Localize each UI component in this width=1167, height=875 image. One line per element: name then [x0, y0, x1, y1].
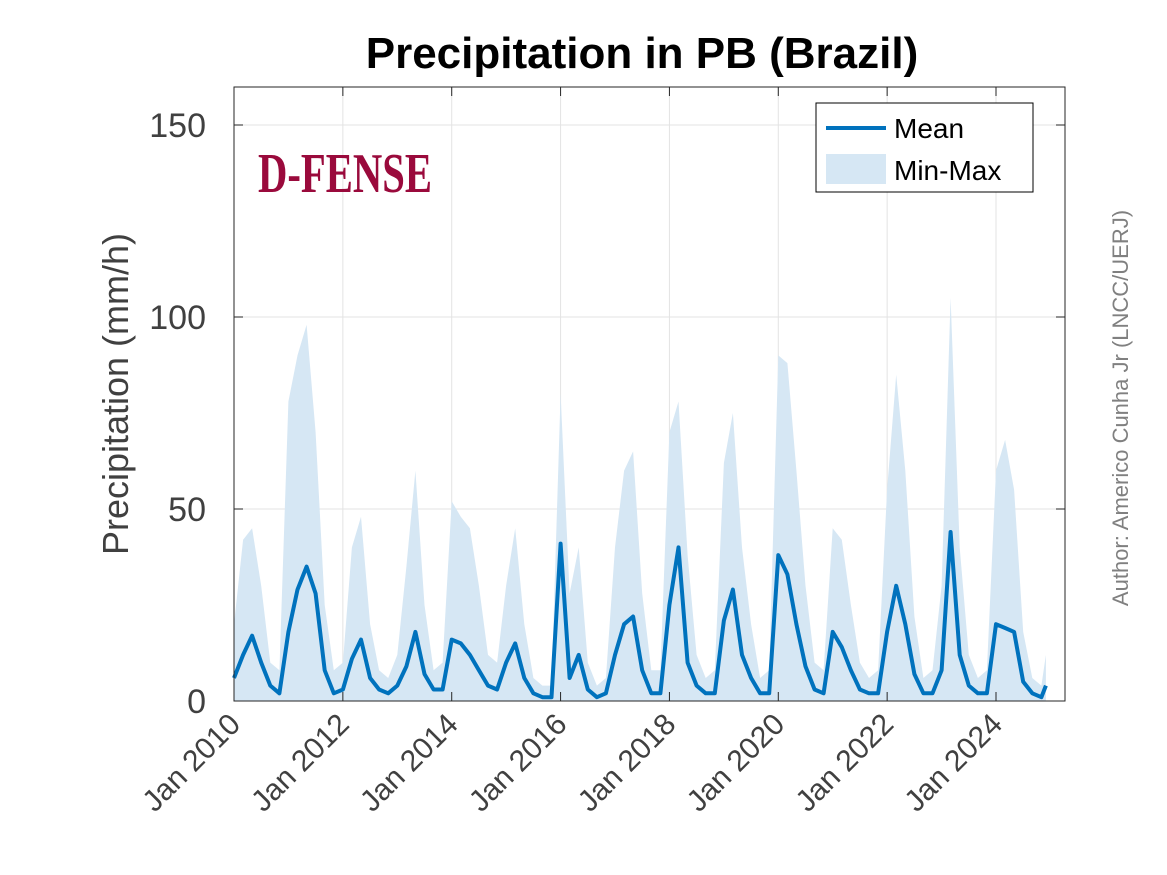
chart-title: Precipitation in PB (Brazil): [366, 29, 919, 78]
legend-band-label: Min-Max: [894, 155, 1001, 186]
y-tick-label: 100: [149, 299, 206, 337]
logo-text: D-FENSE: [258, 143, 432, 205]
legend: Mean Min-Max: [815, 102, 1034, 193]
y-tick-label: 0: [187, 683, 206, 721]
y-tick-labels: 0 50 100 150: [149, 107, 206, 721]
min-max-band: [234, 297, 1046, 701]
legend-band-swatch: [826, 154, 886, 184]
y-tick-label: 150: [149, 107, 206, 145]
legend-mean-label: Mean: [894, 113, 964, 144]
mean-line: [232, 530, 1048, 700]
author-credit: Author: Americo Cunha Jr (LNCC/UERJ): [1108, 210, 1133, 606]
y-axis-label: Precipitation (mm/h): [95, 233, 136, 555]
axes-box: [233, 86, 1066, 702]
axis-ticks: [233, 87, 1065, 702]
d-fense-logo: D-FENSE: [258, 143, 432, 205]
legend-box: [815, 102, 1034, 193]
y-tick-label: 50: [168, 491, 206, 529]
